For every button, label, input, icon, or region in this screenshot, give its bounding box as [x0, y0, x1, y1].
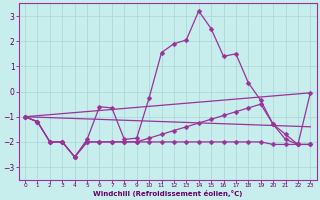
X-axis label: Windchill (Refroidissement éolien,°C): Windchill (Refroidissement éolien,°C)	[93, 190, 242, 197]
